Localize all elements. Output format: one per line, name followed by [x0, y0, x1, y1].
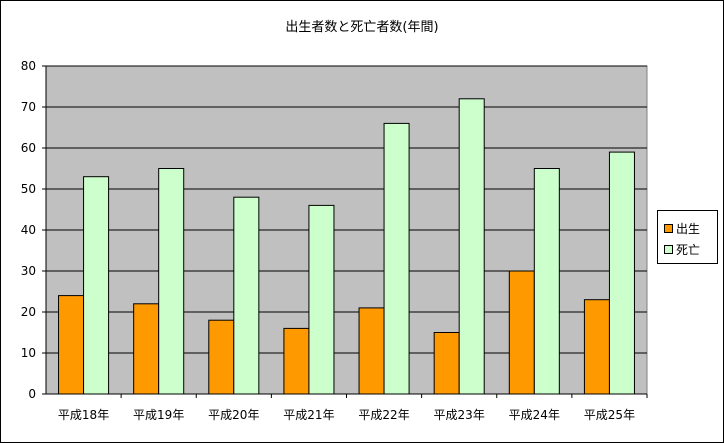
bar-birth — [208, 319, 235, 395]
bar-death — [533, 168, 560, 395]
bar-birth — [433, 332, 460, 395]
y-axis: 0 10 20 30 40 50 60 70 80 — [21, 59, 47, 401]
y-tick-label: 60 — [21, 141, 36, 155]
bar-birth — [508, 270, 535, 395]
bar-birth — [583, 299, 610, 395]
y-tick-label: 0 — [28, 387, 36, 401]
x-tick-label: 平成25年 — [584, 408, 635, 422]
bar-death — [308, 204, 335, 395]
bar-death — [608, 151, 635, 395]
legend-label-death: 死亡 — [676, 242, 701, 257]
y-tick-label: 80 — [21, 59, 36, 73]
y-tick-label: 30 — [21, 264, 36, 278]
bar-birth — [58, 295, 85, 395]
bar-birth — [283, 327, 310, 395]
x-tick-label: 平成18年 — [58, 408, 109, 422]
y-tick-label: 10 — [21, 346, 36, 360]
bar-birth — [133, 303, 160, 395]
y-tick-label: 50 — [21, 182, 36, 196]
legend-item-death: 死亡 — [664, 242, 701, 257]
legend-label-birth: 出生 — [676, 221, 701, 236]
legend-swatch-birth — [664, 223, 673, 233]
bar-death — [158, 168, 185, 395]
x-tick-label: 平成20年 — [208, 408, 259, 422]
legend-item-birth: 出生 — [664, 221, 701, 236]
bar-death — [383, 122, 410, 395]
bars — [58, 98, 635, 395]
x-tick-label: 平成22年 — [358, 408, 409, 422]
chart-title: 出生者数と死亡者数(年間) — [285, 20, 438, 35]
x-tick-label: 平成24年 — [509, 408, 560, 422]
x-tick-label: 平成23年 — [434, 408, 485, 422]
y-tick-label: 20 — [21, 305, 36, 319]
legend-swatch-death — [664, 244, 673, 254]
x-tick-label: 平成21年 — [283, 408, 334, 422]
bar-birth — [358, 307, 385, 395]
bar-death — [458, 98, 485, 395]
bar-death — [233, 196, 260, 395]
x-axis: 平成18年 平成19年 平成20年 平成21年 平成22年 平成23年 平成24年 平成25年 — [46, 393, 648, 422]
y-tick-label: 40 — [21, 223, 36, 237]
bar-death — [83, 176, 110, 395]
x-tick-label: 平成19年 — [133, 408, 184, 422]
legend: 出生 死亡 — [657, 210, 718, 264]
y-tick-label: 70 — [21, 100, 36, 114]
